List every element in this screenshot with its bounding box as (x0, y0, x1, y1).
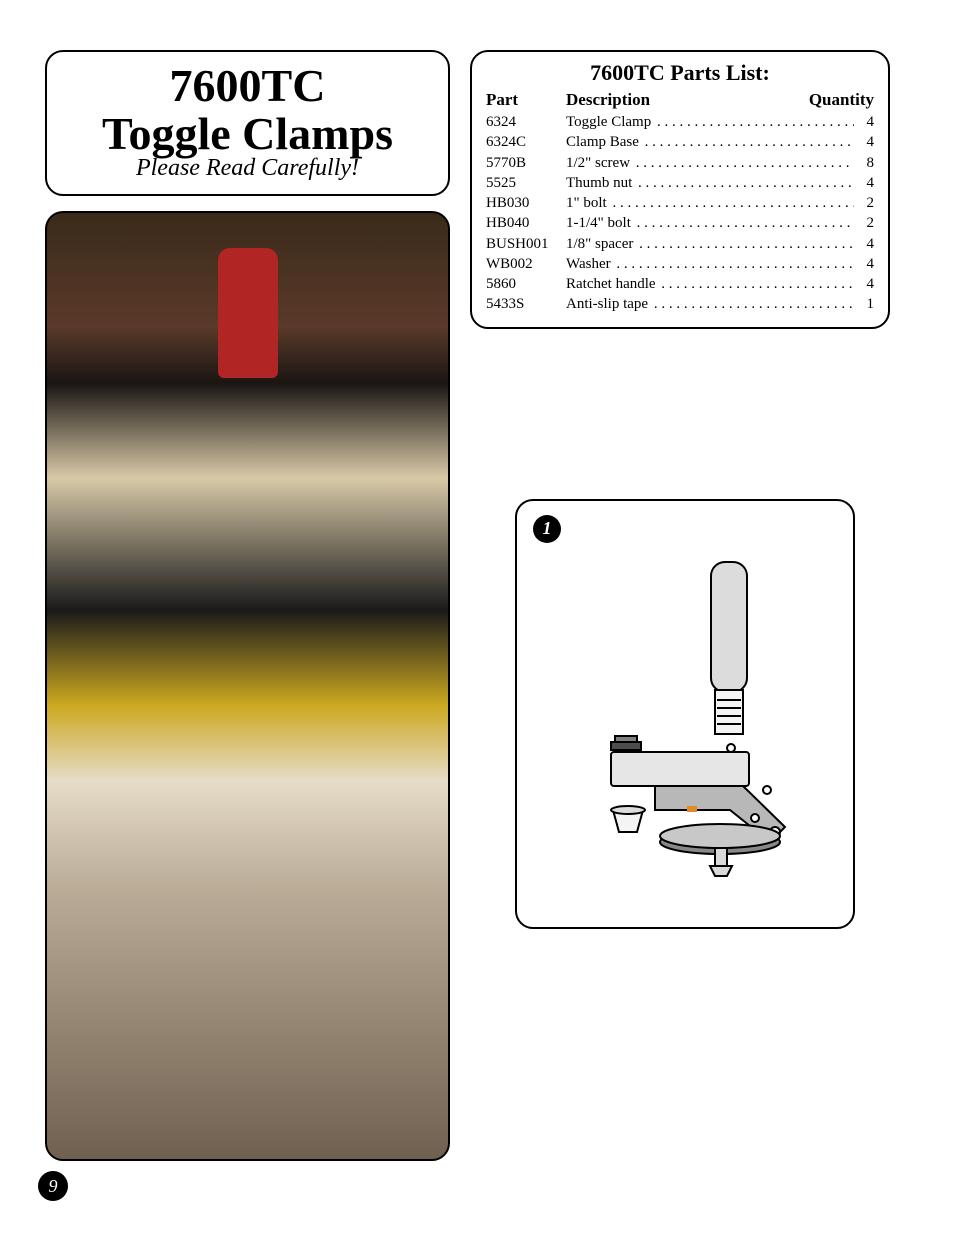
cell-description: 1" bolt (566, 193, 854, 213)
cell-part: HB040 (486, 213, 566, 233)
table-row: 5433SAnti-slip tape 1 (486, 294, 874, 314)
title-box: 7600TC Toggle Clamps Please Read Careful… (45, 50, 450, 196)
cell-description: Ratchet handle (566, 274, 854, 294)
cell-description: Washer (566, 254, 854, 274)
page-content: 7600TC Toggle Clamps Please Read Careful… (45, 50, 909, 1161)
cell-quantity: 4 (854, 132, 874, 152)
cell-quantity: 4 (854, 112, 874, 132)
cell-part: 5860 (486, 274, 566, 294)
diagram-box: 1 (515, 499, 855, 929)
table-row: 5770B1/2" screw 8 (486, 153, 874, 173)
table-row: HB0401-1/4" bolt 2 (486, 213, 874, 233)
left-column: 7600TC Toggle Clamps Please Read Careful… (45, 50, 450, 1161)
cell-part: WB002 (486, 254, 566, 274)
table-row: 6324CClamp Base 4 (486, 132, 874, 152)
table-row: BUSH0011/8" spacer 4 (486, 234, 874, 254)
cell-quantity: 4 (854, 274, 874, 294)
cell-quantity: 4 (854, 173, 874, 193)
product-photo (45, 211, 450, 1161)
cell-description: Thumb nut (566, 173, 854, 193)
cell-description: Anti-slip tape (566, 294, 854, 314)
cell-quantity: 2 (854, 193, 874, 213)
table-row: 5860Ratchet handle 4 (486, 274, 874, 294)
step-number-badge: 1 (533, 515, 561, 543)
cell-description: 1-1/4" bolt (566, 213, 854, 233)
cell-description: 1/8" spacer (566, 234, 854, 254)
cell-quantity: 2 (854, 213, 874, 233)
cell-part: BUSH001 (486, 234, 566, 254)
right-column: 7600TC Parts List: Part Description Quan… (470, 50, 890, 1161)
parts-list-box: 7600TC Parts List: Part Description Quan… (470, 50, 890, 329)
table-row: 5525Thumb nut 4 (486, 173, 874, 193)
col-header-quantity: Quantity (789, 90, 874, 110)
cell-description: 1/2" screw (566, 153, 854, 173)
table-row: 6324Toggle Clamp 4 (486, 112, 874, 132)
cell-part: 5770B (486, 153, 566, 173)
col-header-description: Description (566, 90, 789, 110)
title-line-2: Toggle Clamps (55, 110, 440, 158)
cell-part: 6324C (486, 132, 566, 152)
parts-list-rows: 6324Toggle Clamp 46324CClamp Base 45770B… (486, 112, 874, 315)
cell-part: HB030 (486, 193, 566, 213)
parts-list-header: Part Description Quantity (486, 90, 874, 110)
cell-part: 5525 (486, 173, 566, 193)
clamp-diagram-icon (555, 552, 815, 892)
title-line-1: 7600TC (55, 62, 440, 110)
col-header-part: Part (486, 90, 566, 110)
cell-quantity: 1 (854, 294, 874, 314)
cell-part: 5433S (486, 294, 566, 314)
cell-part: 6324 (486, 112, 566, 132)
parts-list-title: 7600TC Parts List: (486, 60, 874, 86)
cell-quantity: 4 (854, 254, 874, 274)
table-row: WB002Washer 4 (486, 254, 874, 274)
cell-description: Clamp Base (566, 132, 854, 152)
table-row: HB0301" bolt 2 (486, 193, 874, 213)
cell-quantity: 4 (854, 234, 874, 254)
page-number-badge: 9 (38, 1171, 68, 1201)
cell-description: Toggle Clamp (566, 112, 854, 132)
cell-quantity: 8 (854, 153, 874, 173)
